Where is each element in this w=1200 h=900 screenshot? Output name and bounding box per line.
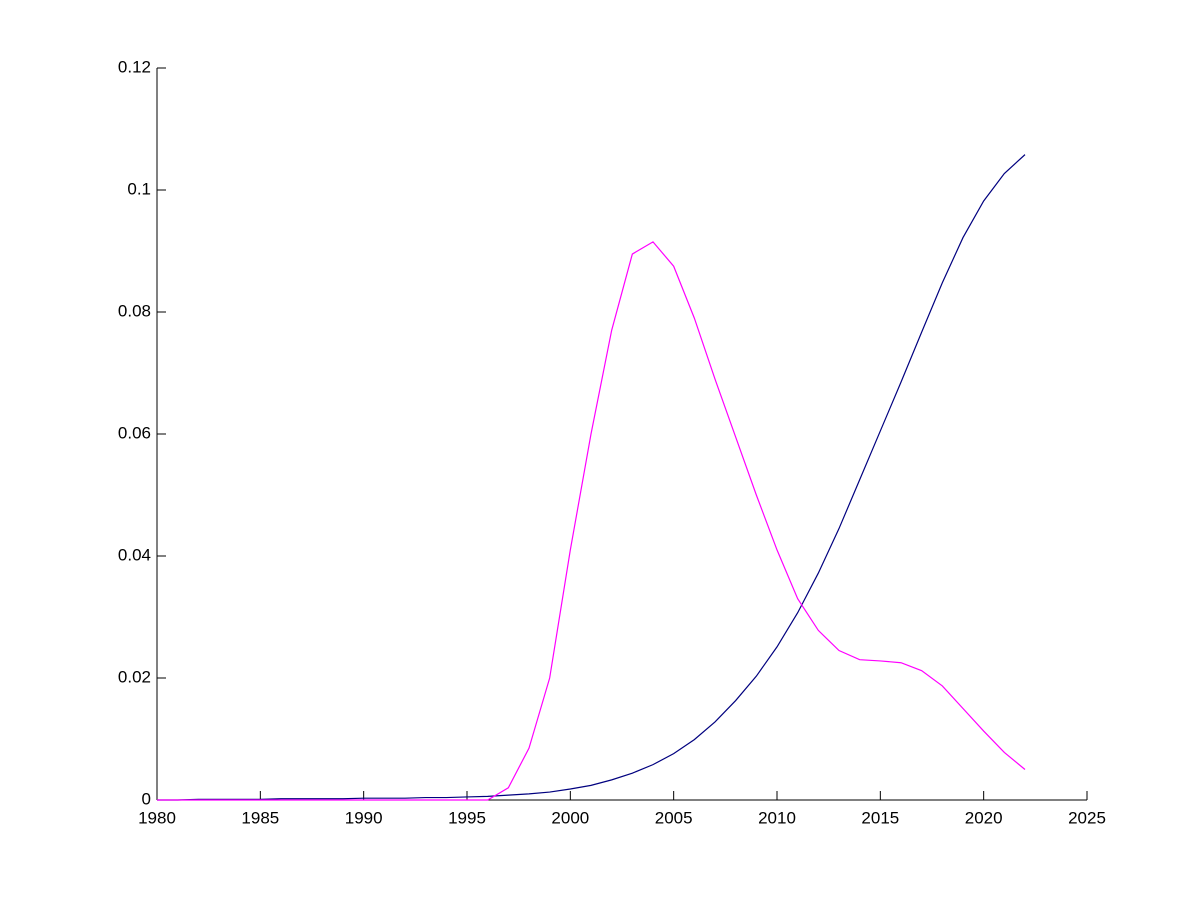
x-tick-label: 1985 [241, 808, 279, 827]
y-tick-label: 0.1 [127, 179, 151, 198]
y-tick-label: 0.06 [118, 423, 151, 442]
y-tick-label: 0.02 [118, 667, 151, 686]
x-tick-label: 2025 [1068, 808, 1106, 827]
x-tick-label: 2015 [861, 808, 899, 827]
x-tick-label: 1990 [345, 808, 383, 827]
data-line [157, 154, 1026, 801]
y-tick-label: 0.08 [118, 301, 151, 320]
x-tick-label: 2020 [965, 808, 1003, 827]
x-tick-label: 1995 [448, 808, 486, 827]
y-tick-label: 0 [142, 789, 151, 808]
data-line [157, 241, 1026, 801]
x-tick-label: 2010 [758, 808, 796, 827]
x-tick-label: 2000 [551, 808, 589, 827]
y-tick-label: 0.12 [118, 57, 151, 76]
x-tick-label: 2005 [655, 808, 693, 827]
x-tick-label: 1980 [138, 808, 176, 827]
y-tick-label: 0.04 [118, 545, 151, 564]
